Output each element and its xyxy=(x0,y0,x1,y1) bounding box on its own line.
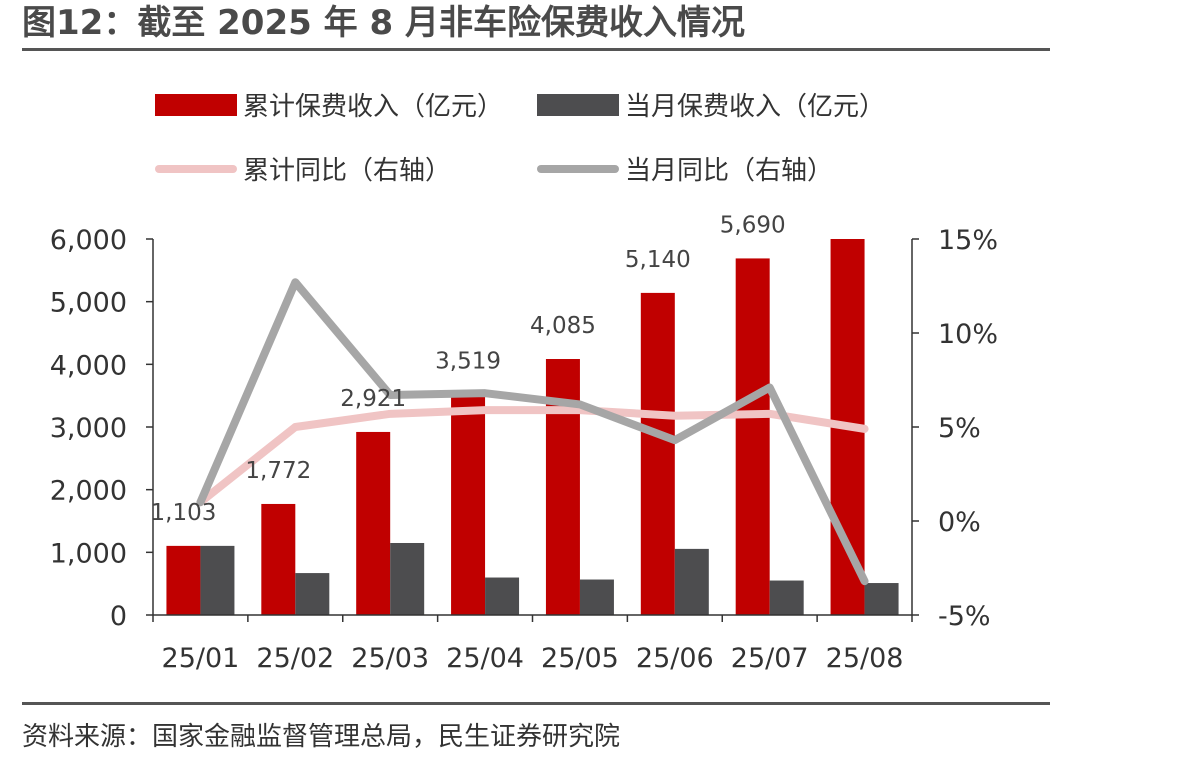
legend-item-monthly-yoy: 当月同比（右轴） xyxy=(537,150,833,187)
cumulative-premium-data-label: 1,103 xyxy=(151,500,217,526)
legend-swatch-cumulative-yoy xyxy=(155,164,237,173)
legend-label-cumulative-yoy: 累计同比（右轴） xyxy=(243,156,452,186)
cumulative-premium-bar xyxy=(735,258,770,615)
monthly-yoy-line xyxy=(196,278,869,586)
legend-swatch-cumulative-premium xyxy=(155,93,237,116)
cumulative-premium-data-label: 5,140 xyxy=(625,247,691,273)
source-divider xyxy=(22,702,1050,705)
legend-item-cumulative-premium: 累计保费收入（亿元） xyxy=(155,86,503,123)
cumulative-premium-data-label: 4,085 xyxy=(530,313,596,339)
cumulative-premium-bar xyxy=(166,545,201,615)
right-axis-tick-label: -5% xyxy=(938,601,991,632)
legend-swatch-monthly-yoy xyxy=(537,164,619,173)
chart-title: 图12：截至 2025 年 8 月非车险保费收入情况 xyxy=(22,3,745,43)
cumulative-premium-data-label: 1,772 xyxy=(245,458,311,484)
left-axis-tick-label: 1,000 xyxy=(50,538,127,569)
x-axis-tick-label: 25/01 xyxy=(162,643,240,674)
cumulative-premium-data-label: 5,690 xyxy=(720,212,786,238)
monthly-premium-bar xyxy=(390,542,425,615)
x-axis-tick-label: 25/03 xyxy=(351,643,429,674)
x-axis-tick-label: 25/07 xyxy=(731,643,809,674)
left-axis-tick-label: 6,000 xyxy=(50,225,127,256)
left-axis-tick-label: 4,000 xyxy=(50,350,127,381)
cumulative-premium-bar xyxy=(451,394,486,615)
monthly-premium-bar xyxy=(864,583,899,615)
monthly-premium-bar xyxy=(485,577,520,615)
legend-item-cumulative-yoy: 累计同比（右轴） xyxy=(155,150,451,187)
legend-label-cumulative-premium: 累计保费收入（亿元） xyxy=(243,92,504,122)
legend-item-monthly-premium: 当月保费收入（亿元） xyxy=(537,86,885,123)
legend-label-monthly-yoy: 当月同比（右轴） xyxy=(625,156,834,186)
source-note: 资料来源：国家金融监督管理总局，民生证券研究院 xyxy=(22,722,621,752)
right-axis-tick-label: 10% xyxy=(938,319,998,350)
monthly-premium-bar xyxy=(200,545,235,615)
cumulative-premium-bar xyxy=(261,503,296,615)
cumulative-premium-data-label: 3,519 xyxy=(435,348,501,374)
x-axis-tick-label: 25/06 xyxy=(636,643,714,674)
legend-label-monthly-premium: 当月保费收入（亿元） xyxy=(625,92,886,122)
cumulative-premium-bar xyxy=(356,431,391,615)
monthly-premium-bar xyxy=(769,580,804,615)
right-axis-tick-label: 15% xyxy=(938,225,998,256)
left-axis-tick-label: 2,000 xyxy=(50,476,127,507)
right-axis-tick-label: 0% xyxy=(938,507,981,538)
x-axis-tick-label: 25/05 xyxy=(541,643,619,674)
left-axis-tick-label: 5,000 xyxy=(50,288,127,319)
x-axis-tick-label: 25/02 xyxy=(256,643,334,674)
left-axis-tick-label: 0 xyxy=(110,601,127,632)
x-axis-tick-label: 25/08 xyxy=(826,643,904,674)
monthly-premium-bar xyxy=(674,548,709,615)
cumulative-premium-data-label: 2,921 xyxy=(340,386,406,412)
monthly-premium-bar xyxy=(295,573,330,615)
right-axis-tick-label: 5% xyxy=(938,413,981,444)
x-axis-tick-label: 25/04 xyxy=(446,643,524,674)
cumulative-yoy-line xyxy=(196,406,869,507)
monthly-premium-bar xyxy=(579,579,614,615)
cumulative-premium-bar xyxy=(640,292,675,615)
legend-swatch-monthly-premium xyxy=(537,93,619,116)
left-axis-tick-label: 3,000 xyxy=(50,413,127,444)
title-divider xyxy=(22,48,1050,51)
